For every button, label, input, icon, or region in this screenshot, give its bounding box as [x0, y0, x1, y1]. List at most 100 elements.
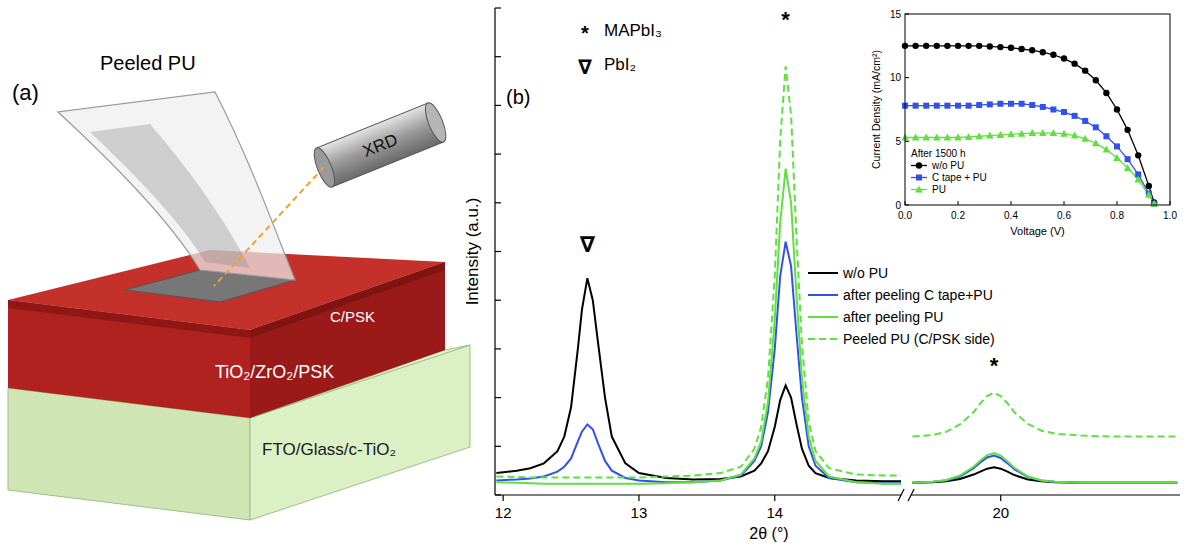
jv-point — [1039, 129, 1047, 136]
xrd-line — [912, 393, 1177, 437]
jv-point — [1135, 152, 1141, 158]
x-tick — [774, 495, 775, 501]
tube-body — [317, 103, 444, 187]
x-axis — [911, 494, 1180, 495]
jv-point — [997, 44, 1003, 50]
y-tick — [495, 105, 501, 106]
x-tick — [1117, 201, 1118, 205]
jv-line — [905, 104, 1154, 204]
jv-point — [1018, 130, 1026, 137]
y-tick — [495, 300, 501, 301]
jv-point — [1114, 106, 1120, 112]
legend-label: after peeling PU — [843, 309, 943, 325]
legend-label: w/o PU — [931, 160, 964, 171]
jv-point — [1093, 124, 1099, 130]
inset: 0.00.20.40.60.81.0051015Voltage (V)Curre… — [848, 3, 1182, 245]
jv-point — [1150, 200, 1158, 207]
series-clip — [912, 393, 1177, 437]
jv-point — [1029, 47, 1035, 53]
y-tick — [495, 446, 501, 447]
jv-point — [944, 43, 950, 49]
x-tick — [503, 495, 504, 501]
jv-point — [1103, 146, 1111, 153]
jv-point — [1061, 109, 1067, 115]
jv-point — [1124, 164, 1132, 171]
xrd-line — [912, 453, 1177, 483]
jv-point — [912, 134, 920, 141]
jv-point — [1050, 129, 1058, 136]
y-tick — [495, 494, 501, 495]
y-tick-label: 15 — [890, 9, 902, 20]
jv-point — [1082, 67, 1088, 73]
jv-point — [1008, 101, 1014, 107]
y-tick — [905, 77, 909, 78]
jv-point — [1103, 133, 1109, 139]
legend-label: w/o PU — [842, 265, 888, 281]
axis-break — [898, 489, 904, 501]
y-tick — [905, 14, 909, 15]
jv-point — [997, 101, 1003, 107]
x-tick-label: 0.6 — [1057, 210, 1071, 221]
x-tick-label: 0.0 — [898, 210, 912, 221]
jv-point — [1008, 45, 1014, 51]
jv-point — [923, 43, 929, 49]
legend-marker — [916, 175, 922, 181]
jv-point — [976, 43, 982, 49]
jv-point — [1071, 132, 1079, 139]
jv-point — [1050, 107, 1056, 113]
jv-point — [933, 134, 941, 141]
xray-beam — [214, 167, 324, 286]
y-tick — [495, 397, 501, 398]
inset-frame — [905, 14, 1170, 205]
x-tick-label: 13 — [631, 504, 648, 521]
peeled-film — [58, 92, 295, 280]
jv-point — [1018, 46, 1024, 52]
layer-label: TiO₂/ZrO₂/PSK — [215, 362, 334, 382]
x-tick-label: 14 — [766, 504, 783, 521]
x-tick-label: 0.2 — [951, 210, 965, 221]
jv-point — [965, 133, 973, 140]
key-symbol: * — [581, 22, 589, 44]
legend-label: Peeled PU (C/PSK side) — [843, 331, 995, 347]
x-tick — [1170, 201, 1171, 205]
jv-point — [1134, 176, 1142, 183]
jv-point — [922, 134, 930, 141]
jv-point — [1061, 55, 1067, 61]
x-axis-title: 2θ (°) — [749, 525, 788, 542]
legend-swatch — [808, 316, 838, 318]
legend-label: C tape + PU — [932, 172, 987, 183]
x-tick-label: 1.0 — [1163, 210, 1177, 221]
jv-point — [966, 103, 972, 109]
series-clip — [496, 278, 901, 481]
y-tick — [905, 205, 909, 206]
x-tick-label: 12 — [495, 504, 512, 521]
jv-point — [1028, 129, 1036, 136]
y-tick — [495, 7, 501, 8]
x-tick — [905, 201, 906, 205]
jv-point — [955, 43, 961, 49]
series-clip — [496, 242, 901, 484]
peak-annotation: * — [781, 7, 790, 32]
jv-point — [1092, 139, 1100, 146]
y-axis-title: Current Density (mA/cm²) — [870, 50, 882, 169]
x-tick-label: 20 — [992, 504, 1009, 521]
x-tick — [958, 201, 959, 205]
key-symbol: ∇ — [578, 56, 592, 78]
jv-point — [1114, 143, 1120, 149]
panel-label: (a) — [12, 80, 39, 105]
jv-point — [986, 132, 994, 139]
jv-point — [1019, 101, 1025, 107]
key-label: MAPbI₃ — [604, 21, 662, 40]
layer-label: FTO/Glass/c-TiO₂ — [262, 440, 396, 459]
jv-point — [1040, 49, 1046, 55]
jv-point — [1145, 191, 1153, 198]
jv-point — [1072, 113, 1078, 119]
series-clip — [496, 66, 901, 477]
xrd-line — [496, 66, 901, 477]
y-tick — [495, 251, 501, 252]
jv-point — [934, 43, 940, 49]
jv-point — [1050, 52, 1056, 58]
jv-point — [997, 131, 1005, 138]
legend-swatch — [808, 272, 838, 274]
layer-label: C/PSK — [330, 308, 375, 325]
